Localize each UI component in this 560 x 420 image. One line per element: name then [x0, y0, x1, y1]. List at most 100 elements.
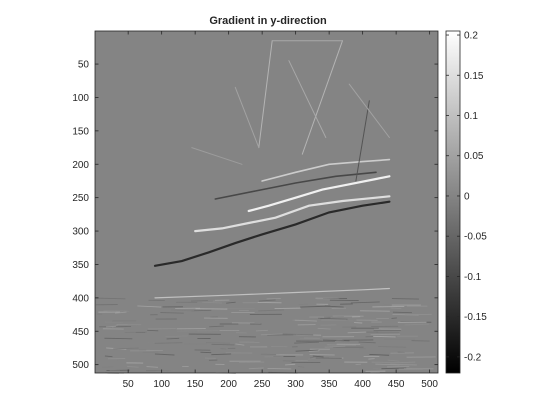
water-streak [350, 301, 380, 304]
rigging-edge [191, 147, 243, 165]
water-streak [212, 300, 228, 302]
water-streak [308, 357, 316, 360]
water-streak [382, 303, 392, 306]
water-streak [258, 309, 284, 312]
y-tick-label: 200 [72, 160, 89, 171]
water-streak [312, 355, 324, 358]
rigging-edge [288, 60, 327, 138]
water-streak [202, 301, 222, 304]
colorbar-tick-label: -0.1 [464, 272, 482, 283]
x-tick-label: 50 [123, 379, 135, 390]
hull-edge-edge [194, 195, 391, 233]
x-tick-label: 100 [153, 379, 170, 390]
water-streak [137, 305, 162, 308]
water-streak [211, 343, 235, 346]
water-streak [258, 299, 276, 302]
mast-edge [301, 40, 343, 155]
colorbar-tick-label: 0 [464, 191, 470, 202]
water-streak [146, 366, 159, 368]
hull-edge-edge [247, 175, 391, 213]
image-axes: 50 100 150 200 250 300 350 400 450 500 50 100 150 20… [72, 30, 439, 390]
water-streak [156, 369, 182, 372]
mast-edge [355, 100, 370, 182]
gradient-image [95, 31, 438, 374]
water-streak [371, 361, 400, 364]
water-streak [209, 325, 224, 328]
x-tick-label: 400 [354, 379, 371, 390]
water-streak [111, 359, 125, 362]
water-streak [347, 331, 367, 334]
water-streak [317, 327, 331, 330]
x-tick-label: 450 [388, 379, 405, 390]
y-tick-label: 100 [72, 93, 89, 104]
water-streak [248, 367, 264, 370]
water-streak [205, 342, 230, 344]
water-streak [298, 303, 308, 306]
colorbar-ticks: 0.2 0.15 0.1 0.05 0 -0.05 -0.1 -0.15 -0.2 [446, 31, 487, 363]
axes-box [94, 30, 439, 374]
water-texture [95, 297, 436, 374]
water-streak [101, 366, 114, 368]
water-streak [324, 345, 346, 348]
colorbar-tick-label: 0.15 [464, 71, 484, 82]
water-streak [294, 341, 319, 344]
hull-edge-edge [153, 200, 391, 267]
rigging-edge [348, 83, 390, 138]
y-tick-label: 50 [78, 60, 90, 71]
x-tick-label: 200 [220, 379, 237, 390]
water-streak [105, 325, 117, 328]
y-tick-label: 350 [72, 260, 89, 271]
x-tick-label: 500 [421, 379, 438, 390]
colorbar-tick-label: -0.15 [464, 312, 487, 323]
water-streak [372, 335, 396, 338]
water-streak [226, 301, 236, 304]
water-streak [322, 339, 350, 342]
water-streak [165, 335, 188, 337]
water-streak [255, 329, 268, 332]
water-streak [404, 323, 430, 326]
water-streak [324, 305, 344, 308]
water-streak [126, 365, 139, 368]
water-streak [220, 348, 227, 350]
water-streak [260, 333, 283, 336]
deck-edge-edge [214, 171, 377, 200]
chart-title: Gradient in y-direction [209, 15, 327, 27]
water-streak [373, 368, 382, 370]
water-streak [294, 319, 317, 322]
water-streak [285, 363, 296, 366]
water-streak [320, 317, 331, 320]
rigging-edge [234, 86, 260, 149]
y-tick-label: 300 [72, 227, 89, 238]
colorbar-tick-label: -0.05 [464, 232, 487, 243]
water-streak [166, 337, 180, 340]
water-streak [211, 353, 232, 356]
x-tick-label: 350 [321, 379, 338, 390]
colorbar-tick-label: 0.2 [464, 31, 478, 42]
y-tick-label: 400 [72, 293, 89, 304]
y-axis: 50 100 150 200 250 300 350 400 450 500 [72, 60, 438, 371]
water-streak [154, 342, 183, 344]
colorbar-tick-label: -0.2 [464, 352, 482, 363]
water-streak [297, 365, 305, 368]
water-streak [104, 337, 133, 340]
water-streak [282, 333, 314, 336]
water-streak [368, 358, 375, 360]
water-streak [136, 341, 155, 344]
water-streak [377, 345, 407, 348]
y-tick-label: 500 [72, 360, 89, 371]
water-streak [235, 343, 245, 346]
water-streak [191, 300, 208, 302]
water-streak [391, 298, 419, 300]
water-streak [392, 311, 412, 314]
water-streak [391, 317, 397, 319]
x-axis: 50 100 150 200 250 300 350 400 450 500 [123, 31, 438, 390]
y-tick-label: 450 [72, 327, 89, 338]
water-streak [369, 353, 390, 356]
water-streak [154, 353, 175, 356]
water-streak [375, 363, 400, 366]
colorbar-tick-label: 0.05 [464, 151, 484, 162]
y-tick-label: 250 [72, 193, 89, 204]
x-tick-label: 150 [187, 379, 204, 390]
water-streak [358, 341, 376, 344]
